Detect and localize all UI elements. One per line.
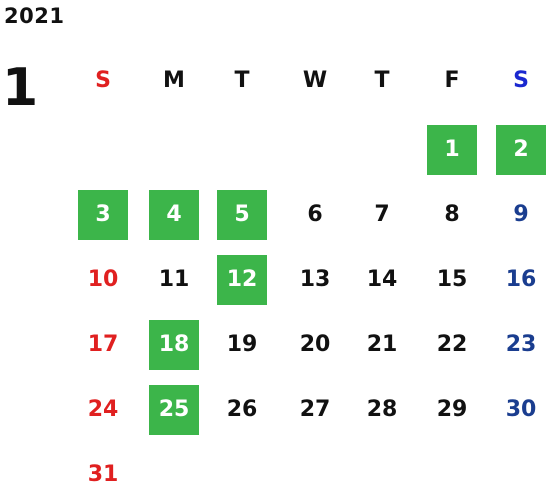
day-cell[interactable]: 7 bbox=[374, 202, 390, 227]
holiday-day-cell[interactable]: 1 bbox=[427, 125, 477, 175]
holiday-day-cell[interactable]: 5 bbox=[217, 190, 267, 240]
day-cell[interactable]: 10 bbox=[87, 267, 119, 292]
day-cell[interactable]: 27 bbox=[299, 397, 331, 422]
day-cell[interactable]: 31 bbox=[87, 462, 119, 487]
day-cell[interactable]: 29 bbox=[436, 397, 468, 422]
weekday-header-monday: M bbox=[163, 68, 185, 93]
day-cell[interactable]: 15 bbox=[436, 267, 468, 292]
holiday-day-cell[interactable]: 18 bbox=[149, 320, 199, 370]
holiday-day-cell[interactable]: 25 bbox=[149, 385, 199, 435]
day-cell[interactable]: 13 bbox=[299, 267, 331, 292]
holiday-day-cell[interactable]: 3 bbox=[78, 190, 128, 240]
day-cell[interactable]: 14 bbox=[366, 267, 398, 292]
day-cell[interactable]: 26 bbox=[226, 397, 258, 422]
day-cell[interactable]: 21 bbox=[366, 332, 398, 357]
day-cell[interactable]: 17 bbox=[87, 332, 119, 357]
weekday-header-thursday: T bbox=[374, 68, 390, 93]
weekday-header-saturday: S bbox=[513, 68, 529, 93]
year-label: 2021 bbox=[4, 4, 65, 28]
day-cell[interactable]: 23 bbox=[505, 332, 537, 357]
day-cell[interactable]: 16 bbox=[505, 267, 537, 292]
day-cell[interactable]: 22 bbox=[436, 332, 468, 357]
holiday-day-cell[interactable]: 12 bbox=[217, 255, 267, 305]
day-cell[interactable]: 20 bbox=[299, 332, 331, 357]
day-cell[interactable]: 19 bbox=[226, 332, 258, 357]
weekday-header-sunday: S bbox=[95, 68, 111, 93]
weekday-header-friday: F bbox=[444, 68, 460, 93]
day-cell[interactable]: 11 bbox=[158, 267, 190, 292]
day-cell[interactable]: 9 bbox=[513, 202, 529, 227]
month-label: 1 bbox=[2, 58, 39, 118]
day-cell[interactable]: 6 bbox=[307, 202, 323, 227]
day-cell[interactable]: 24 bbox=[87, 397, 119, 422]
weekday-header-wednesday: W bbox=[302, 68, 328, 93]
day-cell[interactable]: 28 bbox=[366, 397, 398, 422]
holiday-day-cell[interactable]: 4 bbox=[149, 190, 199, 240]
day-cell[interactable]: 8 bbox=[444, 202, 460, 227]
holiday-day-cell[interactable]: 2 bbox=[496, 125, 546, 175]
weekday-header-tuesday: T bbox=[234, 68, 250, 93]
day-cell[interactable]: 30 bbox=[505, 397, 537, 422]
